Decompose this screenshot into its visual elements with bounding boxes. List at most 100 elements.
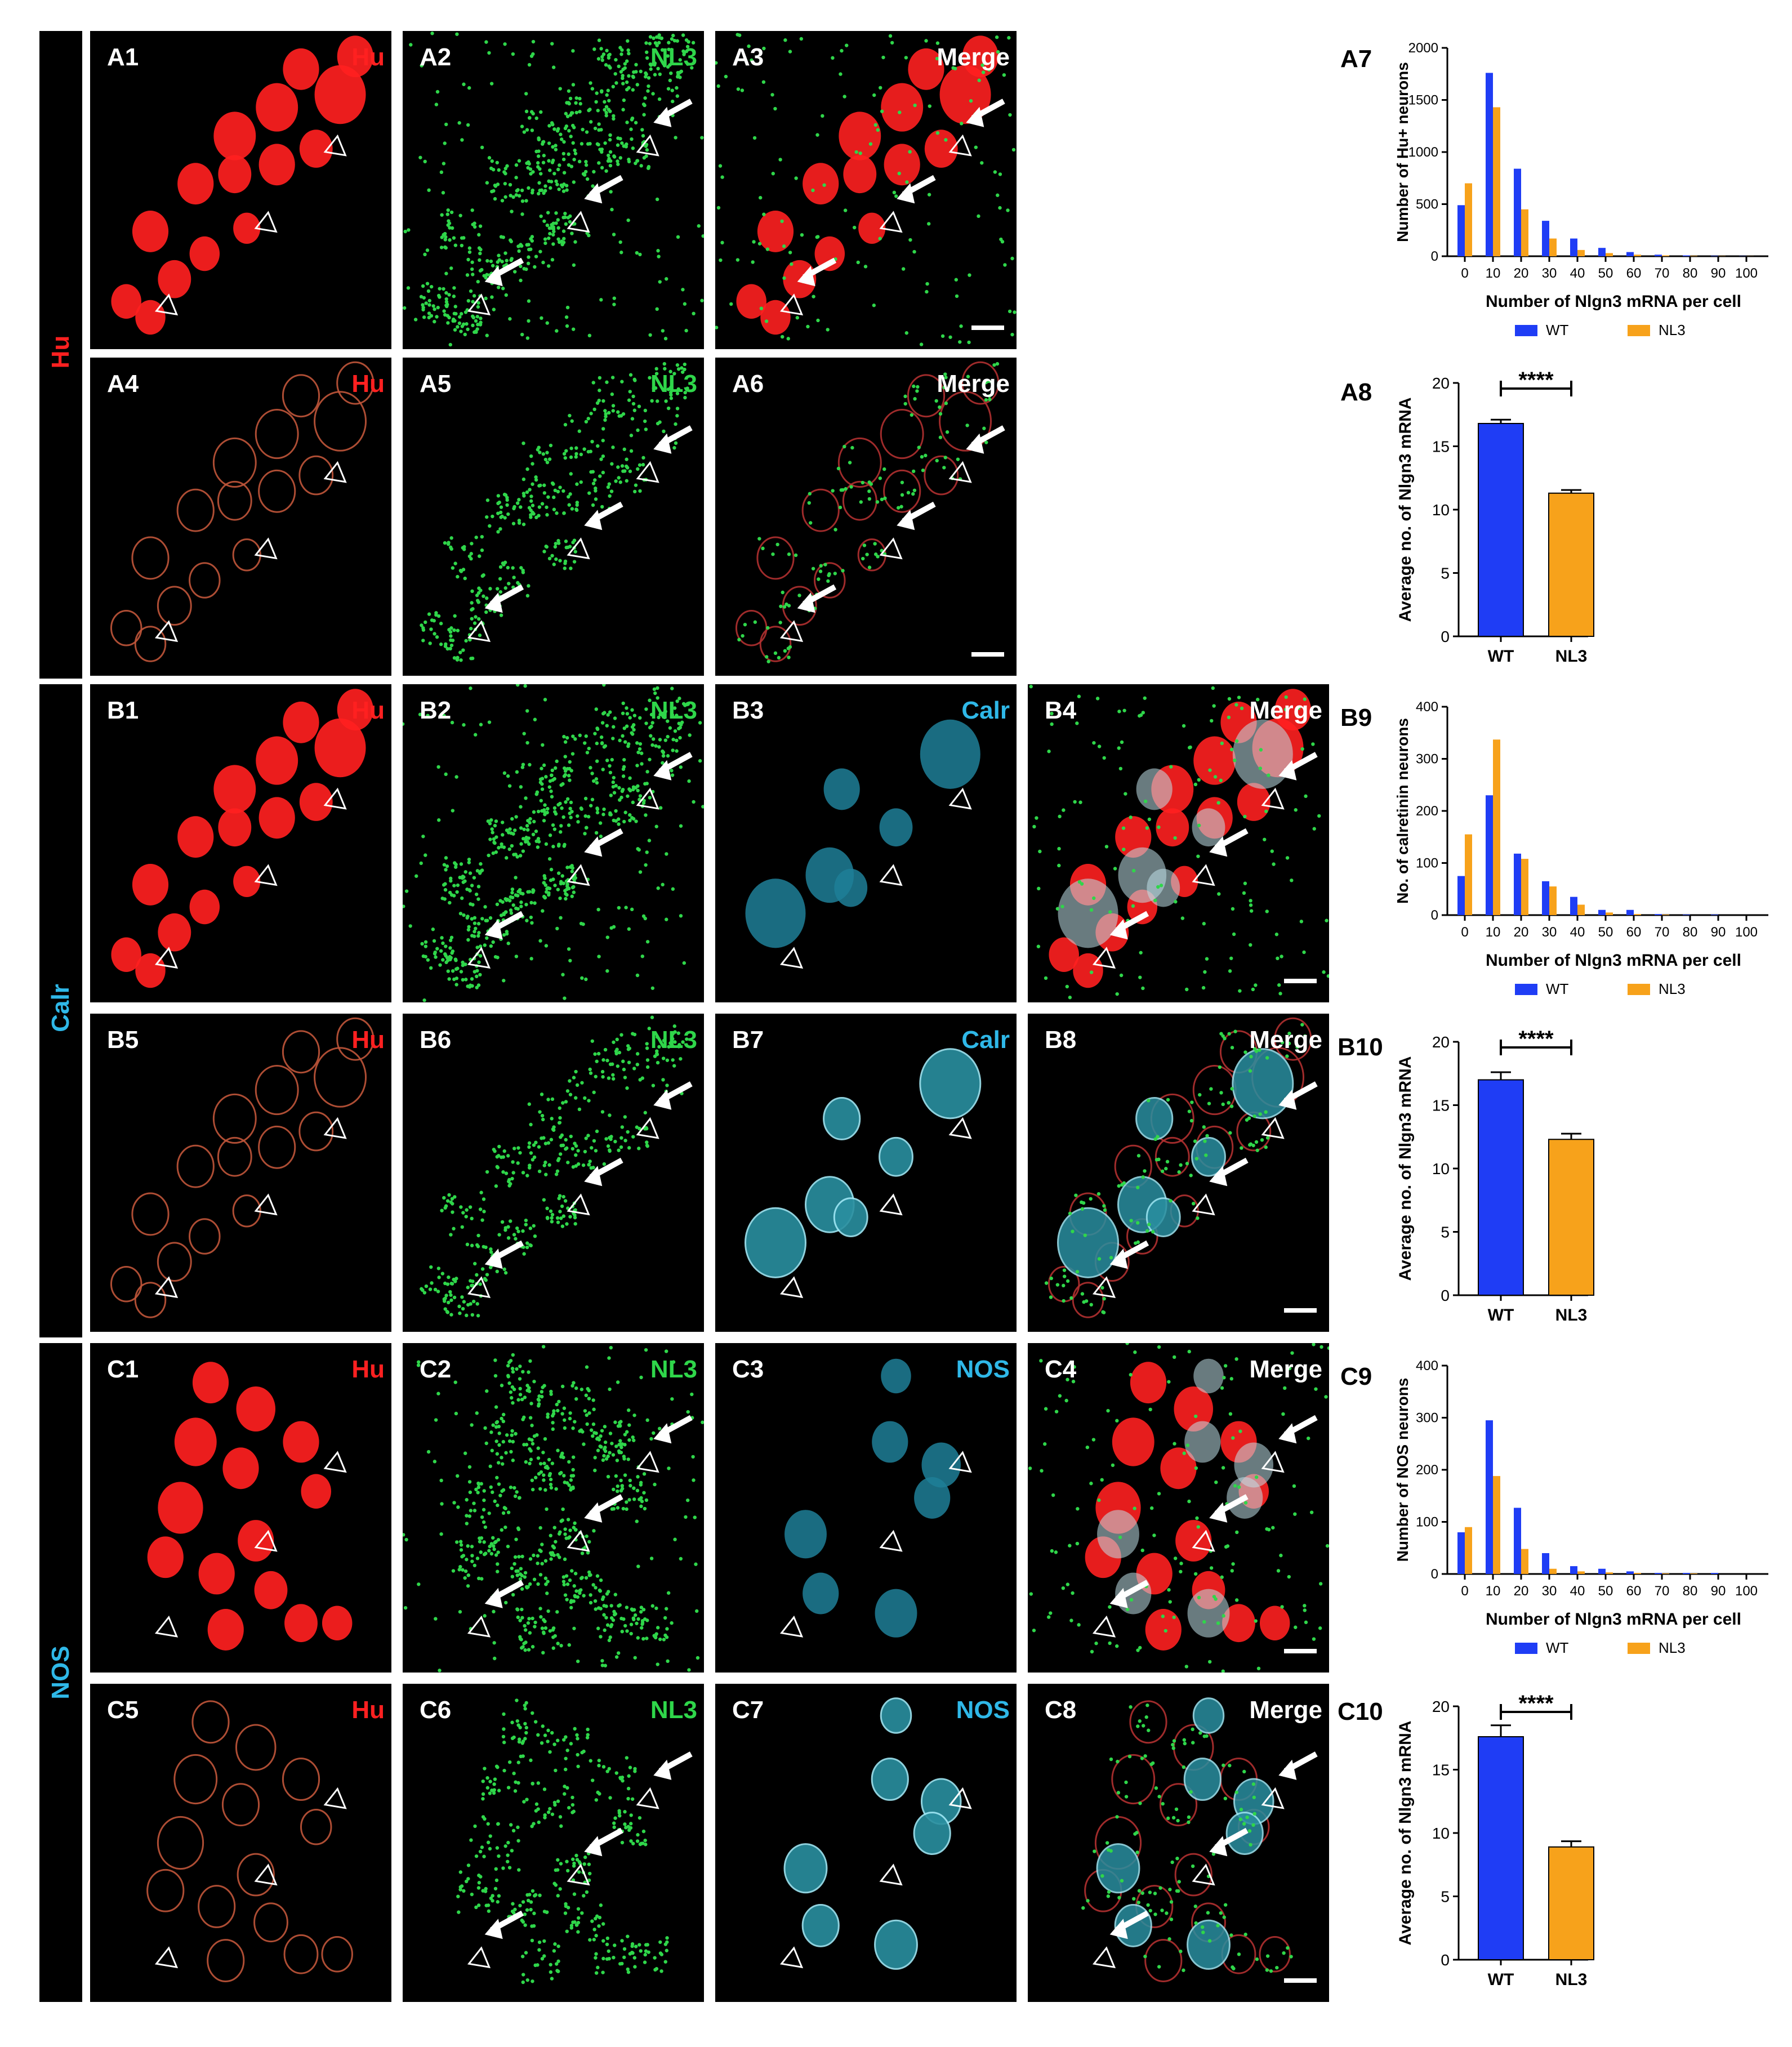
panel-id-label: B1 [107,697,139,724]
micrograph-panel-a2: A2 NL3 [403,31,704,349]
micrograph-image [420,362,693,662]
chart-svg: 0 5 10 15 20 WT NL3 **** Average no. of Nlgn3 mR… [1396,368,1594,666]
y-tick-label: 15 [1432,438,1450,456]
x-tick-label: WT [1488,1970,1514,1989]
significance-stars: **** [1518,368,1554,393]
panel-channel-label: Merge [937,370,1010,398]
row-label-calr: Calr [47,984,74,1032]
legend-label-wt: WT [1546,1639,1569,1656]
significance-stars: **** [1518,1691,1554,1716]
legend-swatch-wt [1515,984,1537,995]
x-tick-label: 60 [1626,266,1642,281]
bar-nl3 [1521,859,1528,915]
y-tick-label: 0 [1431,908,1438,923]
panel-id-label: B5 [107,1026,139,1054]
bar-chart-hu-average: 0 5 10 15 20 WT NL3 **** Average no. of Nlgn3 mR… [1374,366,1611,681]
panel-channel-label: NOS [956,1355,1010,1383]
bar-wt [1655,255,1662,256]
panel-id-label: C7 [732,1696,764,1724]
bar-wt [1478,1736,1524,1960]
chart-label-a7: A7 [1340,45,1372,73]
micrograph-image [779,1358,972,1638]
micrograph-image [403,684,704,1002]
chart-label-c10: C10 [1338,1698,1383,1725]
x-tick-label: 60 [1626,925,1642,940]
y-tick-label: 200 [1416,1462,1438,1478]
bar-nl3 [1465,1527,1472,1574]
x-tick-label: 80 [1683,266,1698,281]
bar-nl3 [1548,1846,1594,1960]
micrograph-panel-a6: A6 Merge [715,358,1017,676]
x-tick-label: NL3 [1555,647,1588,666]
panel-id-label: A5 [420,370,452,398]
bar-nl3 [1465,834,1472,915]
bar-wt [1655,1573,1662,1574]
bar-nl3 [1606,253,1613,256]
bar-wt [1514,1508,1521,1574]
micrograph-panel-c5: C5 Hu [90,1684,391,2002]
y-tick-label: 300 [1416,1411,1438,1426]
x-tick-label: 10 [1486,1584,1501,1599]
micrograph-panel-a1: A1 Hu [90,31,391,349]
row-label-hu: Hu [47,335,74,369]
histogram-nos-neurons: 0 100 200 300 400 0 10 20 30 40 50 60 70 80 90 100 Numbe… [1374,1352,1780,1667]
bar-wt [1542,881,1549,915]
y-tick-label: 400 [1416,699,1438,715]
micrograph-panel-b5: B5 Hu [90,1014,391,1332]
chart-label-c9: C9 [1340,1363,1372,1390]
x-tick-label: 100 [1735,925,1758,940]
micrograph-image [110,1017,375,1318]
panel-channel-label: NL3 [650,43,697,71]
bar-nl3 [1577,904,1585,915]
y-axis-title: Average no. of Nlgn3 mRNA [1396,398,1415,622]
panel-channel-label: NL3 [650,1696,697,1724]
bar-nl3 [1606,912,1613,915]
panel-id-label: C4 [1045,1355,1077,1383]
x-tick-label: 80 [1683,925,1698,940]
y-tick-label: 2000 [1408,41,1438,56]
panel-id-label: A2 [420,43,452,71]
legend-swatch-wt [1515,1643,1537,1654]
y-tick-label: 1500 [1408,93,1438,108]
panel-id-label: C6 [420,1696,452,1724]
x-tick-label: 50 [1598,925,1613,940]
legend-label-wt: WT [1546,980,1569,997]
y-tick-label: 400 [1416,1358,1438,1373]
bar-nl3 [1662,1573,1669,1574]
panel-channel-label: Merge [1249,1696,1322,1724]
bar-wt [1626,252,1634,256]
bar-wt [1598,1568,1606,1574]
row-bar-nos [39,1343,82,2002]
row-label-nos: NOS [47,1645,74,1700]
bar-nl3 [1521,1549,1528,1574]
y-axis-title: Number of Hu+ neurons [1394,62,1411,242]
x-tick-label: 0 [1461,266,1468,281]
bar-wt [1457,1532,1465,1574]
panel-channel-label: Hu [351,1355,385,1383]
panel-channel-label: NL3 [650,697,697,724]
bar-nl3 [1548,492,1594,637]
y-tick-label: 0 [1431,249,1438,264]
micrograph-image [1081,1697,1318,1983]
x-tick-label: 100 [1735,266,1758,281]
panel-id-label: A1 [107,43,139,71]
micrograph-panel-b6: B6 NL3 [403,1014,704,1332]
micrograph-image [456,1698,693,1984]
bar-wt [1486,1420,1493,1574]
legend-swatch-wt [1515,325,1537,336]
chart-label-b9: B9 [1340,704,1372,732]
bar-nl3 [1465,183,1472,256]
bar-nl3 [1549,886,1557,915]
bar-nl3 [1577,1571,1585,1574]
bar-nl3 [1606,1572,1613,1574]
y-tick-label: 10 [1432,501,1450,519]
micrograph-image [420,1015,693,1318]
micrograph-panel-b3: B3 Calr [715,684,1017,1002]
row-bar-hu [39,31,82,679]
y-tick-label: 20 [1432,1033,1450,1051]
x-tick-label: 40 [1570,1584,1585,1599]
micrograph-image [735,361,1005,663]
y-tick-label: 5 [1441,1224,1450,1241]
x-tick-label: 30 [1542,925,1557,940]
panel-channel-label: Hu [351,697,385,724]
